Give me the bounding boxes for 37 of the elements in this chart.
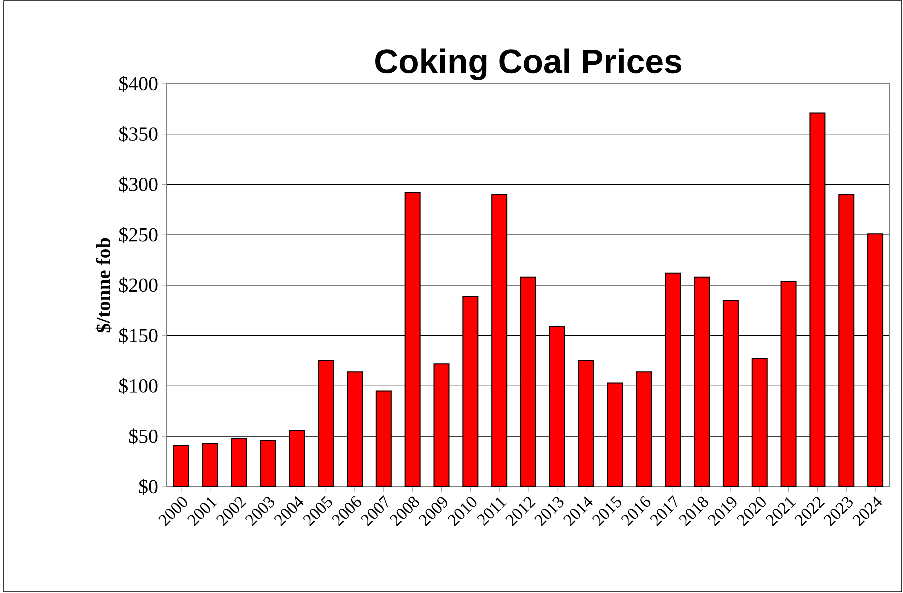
y-tick-label: $400 bbox=[120, 76, 158, 92]
y-tick-label: $350 bbox=[120, 126, 158, 142]
y-tick-label: $250 bbox=[120, 227, 158, 244]
bar bbox=[636, 372, 652, 487]
y-tick-label: $100 bbox=[120, 378, 158, 394]
bar bbox=[780, 280, 797, 487]
bar bbox=[665, 272, 682, 487]
bar bbox=[722, 300, 739, 487]
bar bbox=[173, 445, 190, 487]
bar bbox=[346, 372, 363, 487]
bar bbox=[520, 276, 537, 487]
bar bbox=[462, 296, 479, 487]
y-tick-label: $300 bbox=[120, 176, 158, 193]
y-tick-label: $150 bbox=[120, 328, 158, 344]
y-tick-label: $200 bbox=[120, 278, 158, 294]
bar bbox=[289, 430, 306, 487]
bar bbox=[260, 440, 276, 487]
y-tick-label: $0 bbox=[139, 479, 158, 495]
x-tick-label: 2011 bbox=[477, 497, 507, 526]
bar bbox=[404, 192, 421, 487]
bar bbox=[318, 360, 334, 487]
bar bbox=[694, 276, 710, 487]
bar bbox=[838, 194, 855, 487]
bar bbox=[810, 112, 826, 487]
bar bbox=[434, 364, 450, 487]
bar bbox=[752, 358, 768, 487]
bar bbox=[607, 382, 624, 487]
bar bbox=[376, 390, 392, 487]
bar bbox=[868, 234, 884, 487]
bar bbox=[578, 360, 594, 487]
y-tick-label: $50 bbox=[129, 428, 158, 445]
y-axis-title: $/tonne fob bbox=[96, 238, 112, 333]
bar bbox=[202, 443, 218, 487]
bar bbox=[231, 438, 248, 487]
bar bbox=[549, 326, 566, 487]
bar bbox=[492, 194, 508, 487]
chart-title: Coking Coal Prices bbox=[376, 48, 682, 80]
